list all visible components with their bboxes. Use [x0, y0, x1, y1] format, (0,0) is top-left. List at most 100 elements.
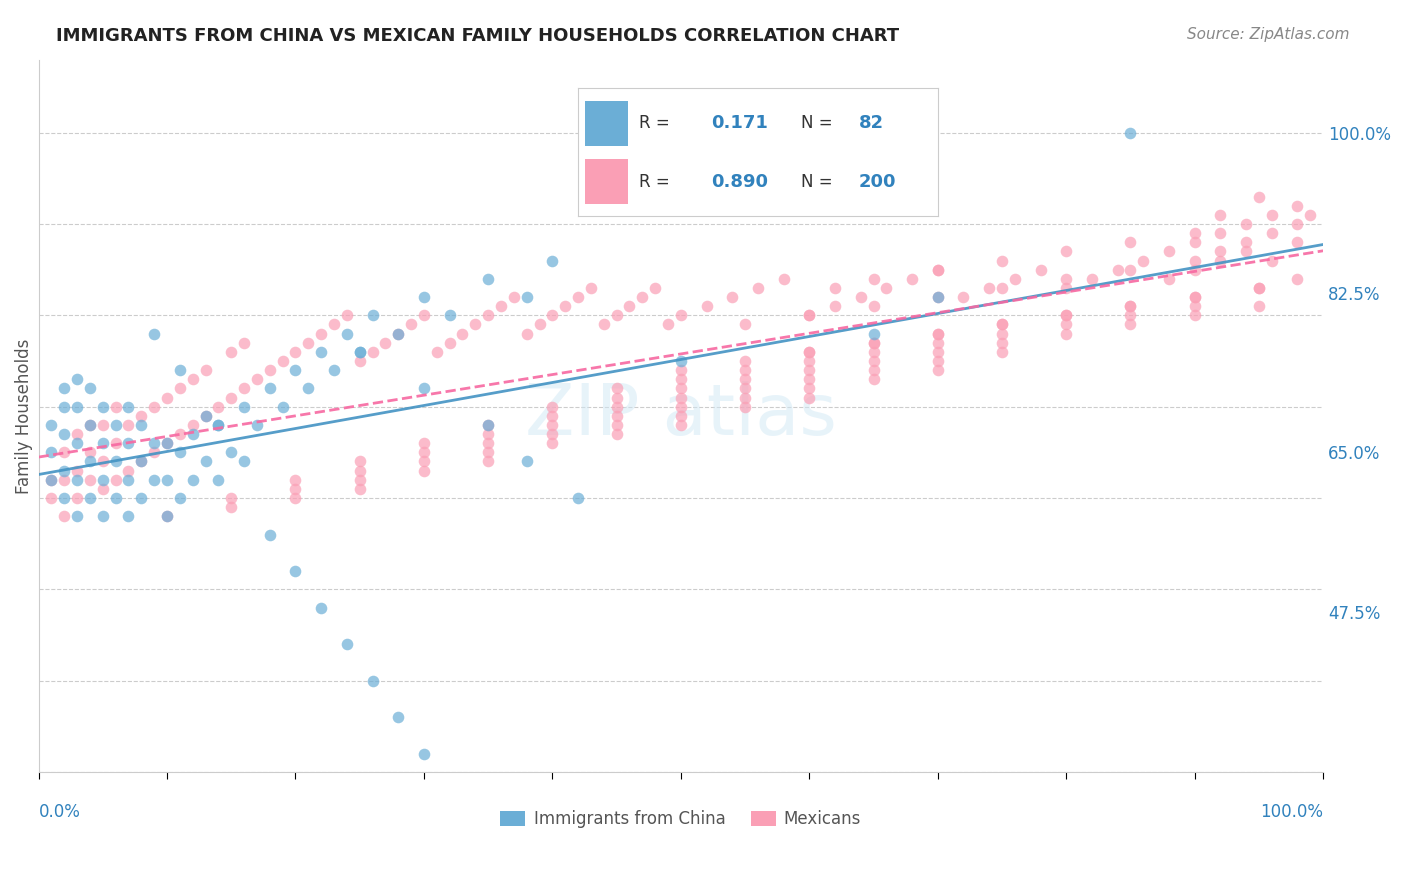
Point: [862, 372, 884, 386]
Point: [297, 335, 319, 350]
Point: [619, 299, 641, 313]
Point: [271, 400, 294, 414]
Point: [799, 344, 821, 359]
Point: [413, 436, 436, 450]
Point: [91, 400, 114, 414]
Point: [1209, 253, 1232, 268]
Point: [489, 299, 512, 313]
Point: [53, 491, 76, 505]
Point: [297, 381, 319, 395]
Point: [169, 445, 191, 459]
Point: [606, 427, 628, 442]
Point: [799, 354, 821, 368]
Point: [336, 309, 359, 323]
Point: [399, 318, 422, 332]
Point: [131, 409, 153, 423]
Point: [772, 272, 794, 286]
Point: [1247, 299, 1270, 313]
Point: [734, 372, 756, 386]
Point: [79, 417, 101, 432]
Point: [156, 436, 179, 450]
Point: [1004, 272, 1026, 286]
Point: [669, 417, 692, 432]
Text: 100.0%: 100.0%: [1260, 803, 1323, 821]
Point: [606, 400, 628, 414]
Point: [169, 491, 191, 505]
Point: [1184, 290, 1206, 304]
Point: [1054, 309, 1077, 323]
Point: [875, 281, 897, 295]
Point: [284, 344, 307, 359]
Point: [143, 473, 166, 487]
Point: [734, 363, 756, 377]
Point: [413, 309, 436, 323]
Point: [181, 372, 204, 386]
Point: [361, 673, 384, 688]
Point: [79, 445, 101, 459]
Point: [824, 281, 846, 295]
Point: [439, 309, 461, 323]
Point: [66, 473, 89, 487]
Point: [219, 391, 242, 405]
Point: [284, 564, 307, 578]
Point: [309, 344, 332, 359]
Point: [862, 335, 884, 350]
Point: [1247, 281, 1270, 295]
Point: [79, 491, 101, 505]
Point: [669, 400, 692, 414]
Point: [1286, 272, 1309, 286]
Point: [143, 326, 166, 341]
Point: [824, 299, 846, 313]
Point: [53, 400, 76, 414]
Point: [1286, 199, 1309, 213]
Point: [413, 464, 436, 478]
Point: [1209, 244, 1232, 259]
Point: [927, 326, 949, 341]
Point: [1261, 253, 1284, 268]
Point: [79, 417, 101, 432]
Point: [991, 344, 1014, 359]
Point: [1234, 217, 1257, 231]
Text: Source: ZipAtlas.com: Source: ZipAtlas.com: [1187, 27, 1350, 42]
Point: [541, 417, 564, 432]
Point: [53, 381, 76, 395]
Point: [927, 335, 949, 350]
Point: [927, 326, 949, 341]
Point: [927, 290, 949, 304]
Point: [606, 409, 628, 423]
Point: [669, 381, 692, 395]
Point: [477, 309, 499, 323]
Y-axis label: Family Households: Family Households: [15, 338, 32, 493]
Point: [41, 491, 63, 505]
Point: [477, 427, 499, 442]
Point: [387, 326, 409, 341]
Point: [336, 637, 359, 651]
Point: [669, 391, 692, 405]
Point: [606, 309, 628, 323]
Point: [669, 372, 692, 386]
Point: [927, 262, 949, 277]
Point: [79, 473, 101, 487]
Point: [53, 473, 76, 487]
Point: [606, 381, 628, 395]
Point: [1247, 281, 1270, 295]
Point: [156, 391, 179, 405]
Point: [862, 326, 884, 341]
Point: [516, 454, 538, 468]
Point: [194, 409, 217, 423]
Point: [927, 363, 949, 377]
Point: [1054, 326, 1077, 341]
Point: [336, 326, 359, 341]
Point: [91, 436, 114, 450]
Point: [413, 454, 436, 468]
Point: [219, 344, 242, 359]
Point: [1119, 299, 1142, 313]
Point: [696, 299, 718, 313]
Point: [131, 454, 153, 468]
Point: [606, 417, 628, 432]
Point: [104, 436, 127, 450]
Point: [799, 363, 821, 377]
Point: [1234, 244, 1257, 259]
Point: [271, 354, 294, 368]
Point: [284, 363, 307, 377]
